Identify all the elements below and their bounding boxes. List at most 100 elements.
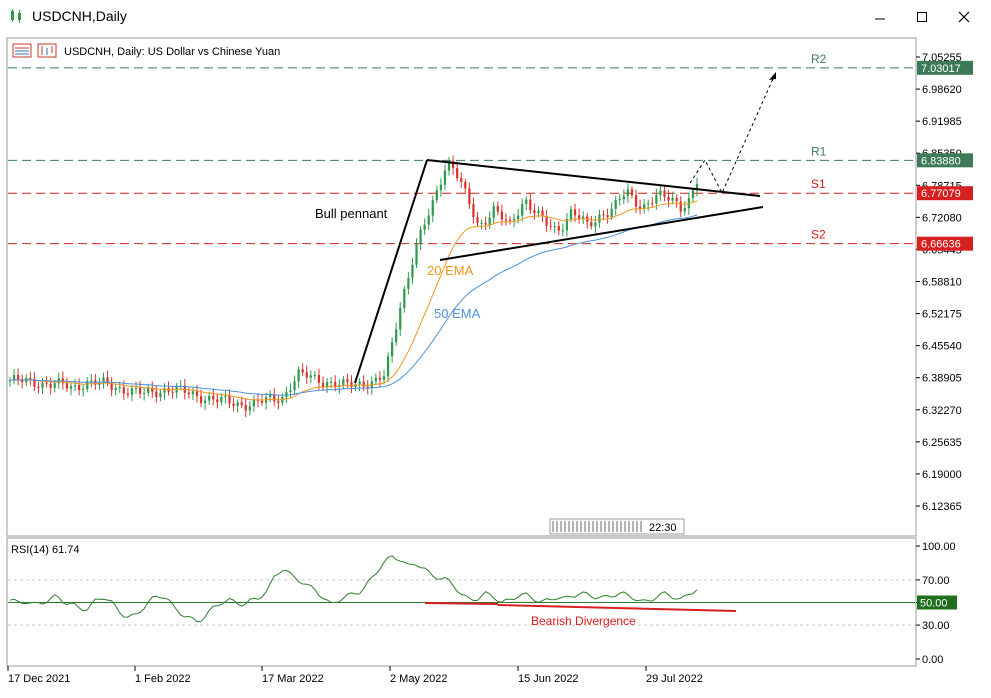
candle-body xyxy=(285,391,288,397)
candle-body xyxy=(651,203,654,205)
time-scroll-indicator[interactable]: 22:30 xyxy=(549,518,685,535)
maximize-button[interactable] xyxy=(902,4,942,30)
candle-body xyxy=(525,199,528,205)
candle-body xyxy=(159,392,162,397)
candle-body xyxy=(508,219,512,221)
candle-body xyxy=(472,204,475,218)
candle-body xyxy=(362,381,365,387)
candle-body xyxy=(33,378,36,387)
candle-body xyxy=(565,218,569,231)
candle-body xyxy=(447,160,451,171)
candle-body xyxy=(212,395,215,400)
price-tick-label: 6.38905 xyxy=(922,373,962,385)
candle-body xyxy=(228,396,231,404)
candle-body xyxy=(606,215,609,217)
candle-body xyxy=(549,225,552,227)
candle-body xyxy=(382,376,386,380)
price-tick-label: 6.98620 xyxy=(922,84,962,96)
candle-body xyxy=(439,184,443,191)
candle-body xyxy=(118,387,121,389)
rsi-tick-label: 70.00 xyxy=(922,575,950,587)
candle-body xyxy=(643,204,646,209)
candle-body xyxy=(130,388,134,395)
candle-body xyxy=(395,329,398,343)
candle-body xyxy=(147,387,150,393)
candle-body xyxy=(476,217,479,224)
candle-body xyxy=(582,216,585,219)
candle-body xyxy=(496,205,499,212)
candle-body xyxy=(151,387,154,392)
level-price-badge xyxy=(917,60,973,75)
candle-body xyxy=(69,386,73,389)
rsi-value-label: 50.00 xyxy=(920,598,948,610)
candle-body xyxy=(313,374,316,376)
candle-body xyxy=(305,372,308,378)
candle-body xyxy=(500,211,503,220)
candle-body xyxy=(321,382,325,387)
candle-body xyxy=(358,381,361,385)
candle-body xyxy=(683,208,686,212)
price-tick-label: 6.58810 xyxy=(922,277,962,289)
candle-body xyxy=(204,400,207,404)
candle-body xyxy=(134,387,138,389)
candle-body xyxy=(695,183,699,191)
level-price-label: 6.77079 xyxy=(921,188,961,200)
candle-body xyxy=(110,383,113,390)
candle-body xyxy=(626,189,630,197)
close-button[interactable] xyxy=(944,4,984,30)
candle-body xyxy=(37,386,40,388)
candle-body xyxy=(244,405,247,411)
candle-body xyxy=(573,209,577,216)
rsi-tick-label: 30.00 xyxy=(922,620,950,632)
level-name-r1: R1 xyxy=(811,144,827,158)
candle-body xyxy=(374,377,377,382)
candle-body xyxy=(569,209,573,219)
level-name-s1: S1 xyxy=(811,177,826,191)
candle-body xyxy=(273,394,276,402)
candle-body xyxy=(330,381,333,383)
level-price-badge xyxy=(917,186,973,201)
candle-body xyxy=(399,307,402,330)
minimize-button[interactable] xyxy=(860,4,900,30)
candle-body xyxy=(492,205,495,218)
time-tick-label: 2 May 2022 xyxy=(390,673,447,685)
level-price-badge xyxy=(917,236,973,251)
candle-body xyxy=(533,210,536,214)
time-tick-label: 17 Mar 2022 xyxy=(262,673,324,685)
candle-body xyxy=(224,396,227,398)
price-tick-label: 6.25635 xyxy=(922,437,962,449)
candle-body xyxy=(638,206,642,209)
candle-body xyxy=(484,223,487,225)
candle-body xyxy=(82,389,85,391)
divergence-label: Bearish Divergence xyxy=(531,614,636,628)
candle-body xyxy=(602,214,605,216)
window-title: USDCNH,Daily xyxy=(32,8,127,24)
candle-body xyxy=(679,201,682,212)
chart-header: USDCNH, Daily: US Dollar vs Chinese Yuan xyxy=(12,43,280,58)
candle-body xyxy=(415,243,418,265)
candle-body xyxy=(191,391,195,395)
candle-body xyxy=(155,391,158,397)
window-titlebar: USDCNH,Daily xyxy=(0,0,991,34)
time-tick-label: 17 Dec 2021 xyxy=(8,673,70,685)
candle-body xyxy=(269,394,272,398)
candle-body xyxy=(590,222,593,227)
candle-body xyxy=(232,403,235,406)
candle-body xyxy=(614,199,617,209)
candle-body xyxy=(634,195,638,207)
candle-body xyxy=(431,200,434,216)
candle-body xyxy=(655,195,658,204)
projection-path xyxy=(689,71,777,195)
candle-body xyxy=(378,377,382,380)
candle-body xyxy=(297,369,300,382)
candle-body xyxy=(517,215,520,220)
main-panel-frame xyxy=(6,37,917,537)
candle-body xyxy=(557,226,560,231)
price-tick-label: 6.72080 xyxy=(922,212,962,224)
candle-body xyxy=(114,387,117,390)
candle-body xyxy=(610,208,613,217)
candle-body xyxy=(675,197,678,202)
price-tick-label: 6.91985 xyxy=(922,116,962,128)
candle-body xyxy=(464,181,467,189)
